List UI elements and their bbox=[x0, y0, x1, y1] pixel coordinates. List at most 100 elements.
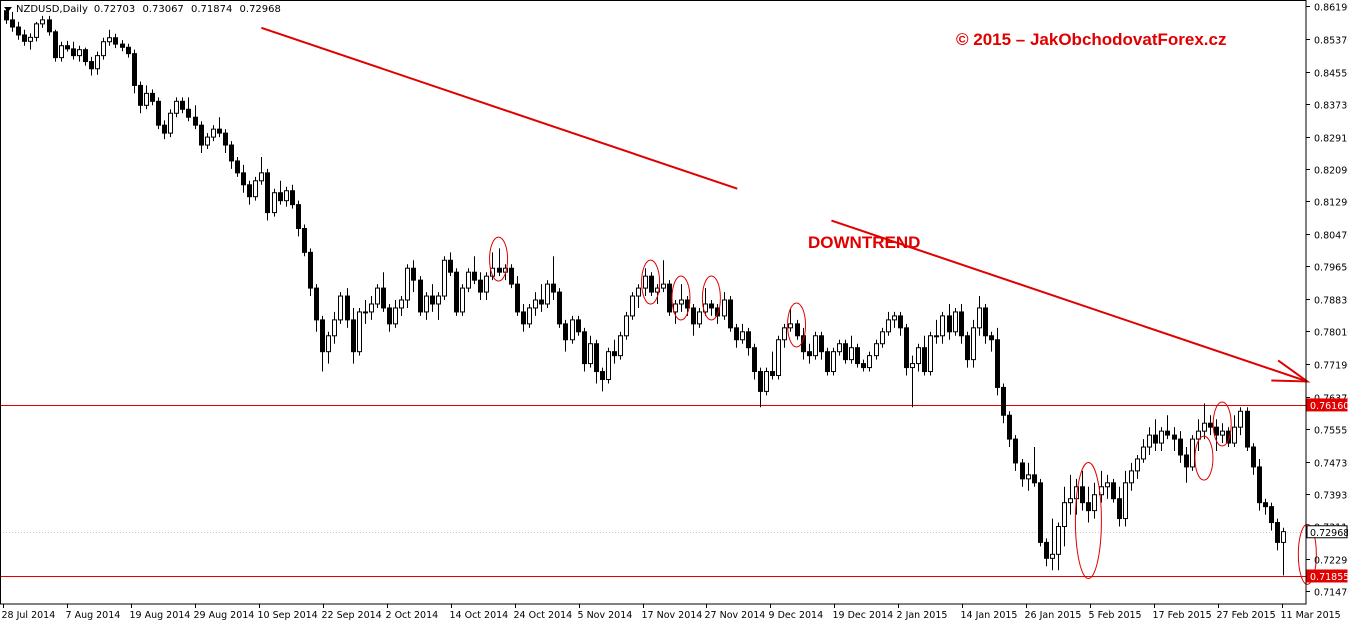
candle-185 bbox=[1123, 470, 1128, 527]
candle-47 bbox=[284, 186, 289, 207]
candle-body bbox=[551, 283, 556, 293]
x-tick-label: 17 Nov 2014 bbox=[642, 610, 703, 621]
candle-121 bbox=[734, 323, 739, 348]
candle-body bbox=[1032, 474, 1037, 484]
candle-body bbox=[89, 61, 94, 70]
candle-101 bbox=[612, 339, 617, 364]
candle-body bbox=[65, 45, 70, 50]
candle-body bbox=[448, 259, 453, 273]
candle-97 bbox=[588, 335, 593, 368]
candle-123 bbox=[746, 327, 751, 356]
highlight-ellipse-9 bbox=[1297, 523, 1317, 585]
candle-body bbox=[229, 144, 234, 162]
candle-body bbox=[205, 136, 210, 146]
candle-body bbox=[332, 319, 337, 337]
candle-53 bbox=[320, 315, 325, 372]
candle-body bbox=[199, 124, 204, 146]
candle-body bbox=[16, 26, 21, 36]
candle-body bbox=[83, 49, 88, 63]
candle-126 bbox=[764, 367, 769, 396]
candle-79 bbox=[478, 272, 483, 301]
candle-body bbox=[1257, 466, 1262, 504]
candle-61 bbox=[369, 296, 374, 320]
candle-163 bbox=[989, 331, 994, 352]
highlight-ellipse-8 bbox=[1212, 401, 1232, 447]
candle-122 bbox=[740, 323, 745, 344]
candle-3 bbox=[16, 21, 21, 40]
candle-48 bbox=[290, 184, 295, 209]
candle-50 bbox=[302, 224, 307, 257]
candle-149 bbox=[904, 323, 909, 376]
candle-body bbox=[618, 335, 623, 357]
candle-11 bbox=[65, 40, 70, 52]
candle-body bbox=[576, 319, 581, 333]
candle-body bbox=[709, 303, 714, 309]
candle-body bbox=[442, 259, 447, 297]
candle-body bbox=[1184, 454, 1189, 468]
candle-5 bbox=[28, 33, 33, 50]
candle-103 bbox=[624, 311, 629, 340]
candle-188 bbox=[1141, 439, 1146, 463]
candle-body bbox=[326, 335, 331, 353]
symbol-header: NZDUSD,Daily 0.72703 0.73067 0.71874 0.7… bbox=[4, 2, 285, 16]
candle-body bbox=[47, 19, 52, 33]
x-tick-label: 2 Oct 2014 bbox=[386, 610, 439, 621]
highlight-ellipse-2 bbox=[641, 259, 661, 305]
candle-body bbox=[582, 331, 587, 365]
x-tick-label: 7 Aug 2014 bbox=[66, 610, 121, 621]
candle-183 bbox=[1111, 478, 1116, 503]
candle-114 bbox=[691, 303, 696, 336]
candle-197 bbox=[1196, 419, 1201, 452]
candle-body bbox=[120, 43, 125, 48]
candle-body bbox=[1044, 541, 1049, 559]
candle-10 bbox=[59, 41, 64, 62]
candle-body bbox=[497, 267, 502, 273]
candle-111 bbox=[673, 300, 678, 324]
candle-164 bbox=[995, 327, 1000, 396]
candle-104 bbox=[630, 292, 635, 320]
candle-body bbox=[1001, 386, 1006, 416]
candle-body bbox=[472, 271, 477, 281]
candle-body bbox=[977, 307, 982, 329]
candle-body bbox=[728, 299, 733, 329]
dropdown-triangle-icon[interactable] bbox=[4, 6, 12, 12]
candle-92 bbox=[557, 288, 562, 328]
candle-body bbox=[1105, 482, 1110, 488]
candle-86 bbox=[521, 303, 526, 332]
candle-141 bbox=[855, 343, 860, 368]
candle-body bbox=[1129, 470, 1134, 484]
candle-body bbox=[1196, 430, 1201, 440]
x-tick-label: 2 Jan 2015 bbox=[897, 610, 948, 621]
candle-59 bbox=[357, 307, 362, 356]
candle-body bbox=[320, 319, 325, 353]
candle-body bbox=[630, 295, 635, 317]
candle-69 bbox=[418, 276, 423, 316]
candle-body bbox=[722, 299, 727, 317]
x-tick-label: 22 Sep 2014 bbox=[322, 610, 382, 621]
candle-body bbox=[53, 31, 58, 59]
candle-120 bbox=[728, 296, 733, 332]
candle-body bbox=[77, 49, 82, 57]
candle-195 bbox=[1184, 447, 1189, 483]
candle-body bbox=[953, 311, 958, 333]
candle-46 bbox=[278, 180, 283, 205]
candle-52 bbox=[314, 284, 319, 332]
candle-107 bbox=[649, 272, 654, 297]
x-tick-label: 9 Dec 2014 bbox=[769, 610, 824, 621]
candle-body bbox=[144, 92, 149, 106]
candle-109 bbox=[661, 260, 666, 293]
candle-162 bbox=[983, 303, 988, 344]
candle-body bbox=[436, 295, 441, 305]
candle-196 bbox=[1190, 435, 1195, 471]
candle-66 bbox=[399, 296, 404, 316]
candle-body bbox=[764, 371, 769, 392]
downtrend-label: DOWNTREND bbox=[808, 233, 921, 252]
candle-211 bbox=[1281, 527, 1286, 576]
candle-100 bbox=[606, 347, 611, 384]
candle-176 bbox=[1068, 474, 1073, 515]
price-badge-1 bbox=[1306, 398, 1348, 412]
candle-body bbox=[478, 279, 483, 293]
